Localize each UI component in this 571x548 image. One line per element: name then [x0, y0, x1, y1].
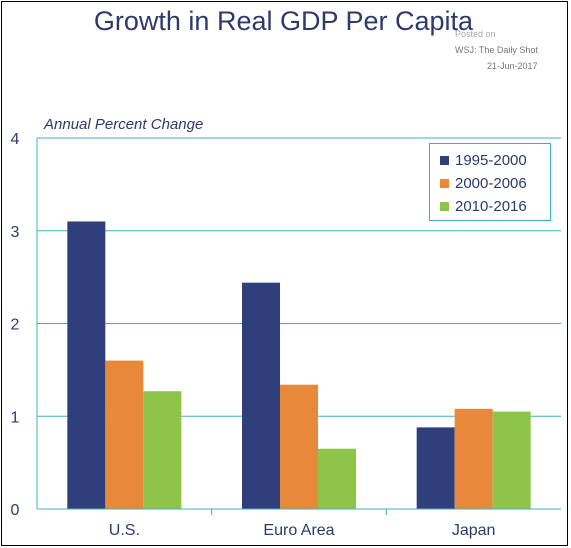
- axes: [36, 138, 561, 515]
- bar-1995-2000-Euro Area: [242, 282, 280, 509]
- legend-item: 2000-2006: [440, 172, 550, 195]
- bar-2000-2006-U.S.: [105, 360, 144, 509]
- chart-title: Growth in Real GDP Per Capita: [93, 6, 474, 36]
- x-tick-label: Euro Area: [263, 522, 334, 539]
- legend-label-1995-2000: 1995-2000: [455, 152, 527, 169]
- source-outlet: WSJ: The Daily Shot: [455, 45, 538, 55]
- bar-1995-2000-U.S.: [67, 221, 106, 509]
- y-tick-label: 0: [11, 502, 20, 519]
- x-tick-label: Japan: [452, 522, 496, 539]
- bar-1995-2000-Japan: [416, 427, 455, 509]
- bars: [67, 221, 531, 509]
- legend-item: 2010-2016: [440, 195, 550, 218]
- y-tick-label: 1: [11, 409, 20, 426]
- y-tick-label: 3: [11, 224, 20, 241]
- y-tick-label: 4: [11, 131, 20, 148]
- bar-2010-2016-Euro Area: [318, 448, 356, 509]
- legend-swatch-2010-2016: [440, 202, 449, 211]
- legend-item: 1995-2000: [440, 149, 550, 172]
- y-axis-label: Annual Percent Change: [44, 116, 204, 133]
- legend-label-2010-2016: 2010-2016: [455, 198, 527, 215]
- x-tick-label: U.S.: [109, 522, 140, 539]
- legend-swatch-2000-2006: [440, 179, 449, 188]
- bar-2000-2006-Japan: [454, 408, 493, 509]
- legend-label-2000-2006: 2000-2006: [455, 175, 527, 192]
- legend-swatch-1995-2000: [440, 156, 449, 165]
- legend: 1995-2000 2000-2006 2010-2016: [429, 143, 551, 221]
- source-date: 21-Jun-2017: [487, 61, 538, 71]
- bar-2000-2006-Euro Area: [280, 384, 318, 509]
- tick-labels: 0 1 2 3 4 U.S. Euro Area Japan: [11, 131, 496, 539]
- y-tick-label: 2: [11, 317, 20, 334]
- source-posted: Posted on: [455, 29, 496, 39]
- bar-2010-2016-Japan: [492, 411, 531, 509]
- bar-2010-2016-U.S.: [143, 391, 182, 509]
